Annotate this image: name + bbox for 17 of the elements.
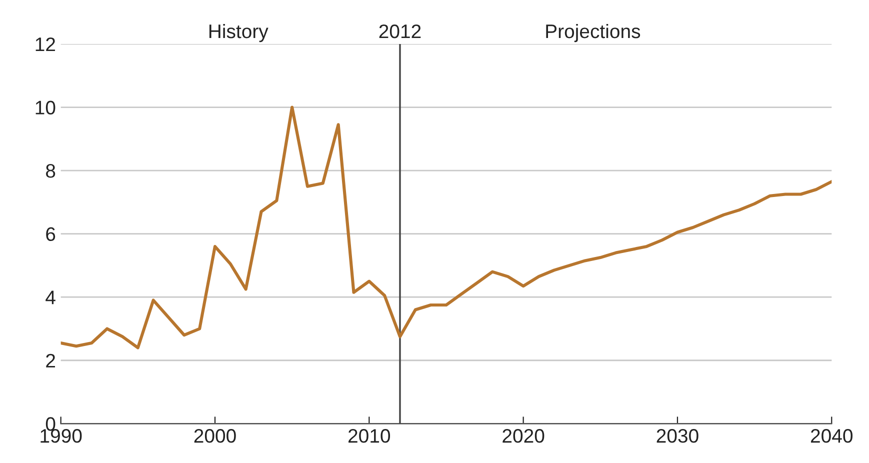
text: History — [209, 24, 268, 42]
x-tick-label: 2040 — [810, 429, 853, 443]
x-tick-label: 1990 — [40, 429, 82, 443]
x-tick-label: 2020 — [502, 429, 544, 443]
y-tick-label: 8 — [46, 164, 56, 178]
x-tick-label: 2010 — [348, 429, 390, 443]
y-tick-label: 2 — [46, 354, 55, 368]
y-tick-label: 12 — [36, 37, 55, 52]
y-tick-label: 0 — [46, 417, 56, 431]
y-tick-label: 4 — [46, 290, 56, 304]
line-series — [60, 106, 832, 350]
y-tick-label: 6 — [46, 227, 56, 242]
x-tick-label: 2000 — [194, 429, 236, 443]
x-tick-label: 2030 — [656, 429, 698, 443]
ref-line-label: 2012 — [379, 24, 421, 38]
text: Projections — [546, 24, 640, 42]
y-tick-label: 10 — [36, 100, 56, 114]
